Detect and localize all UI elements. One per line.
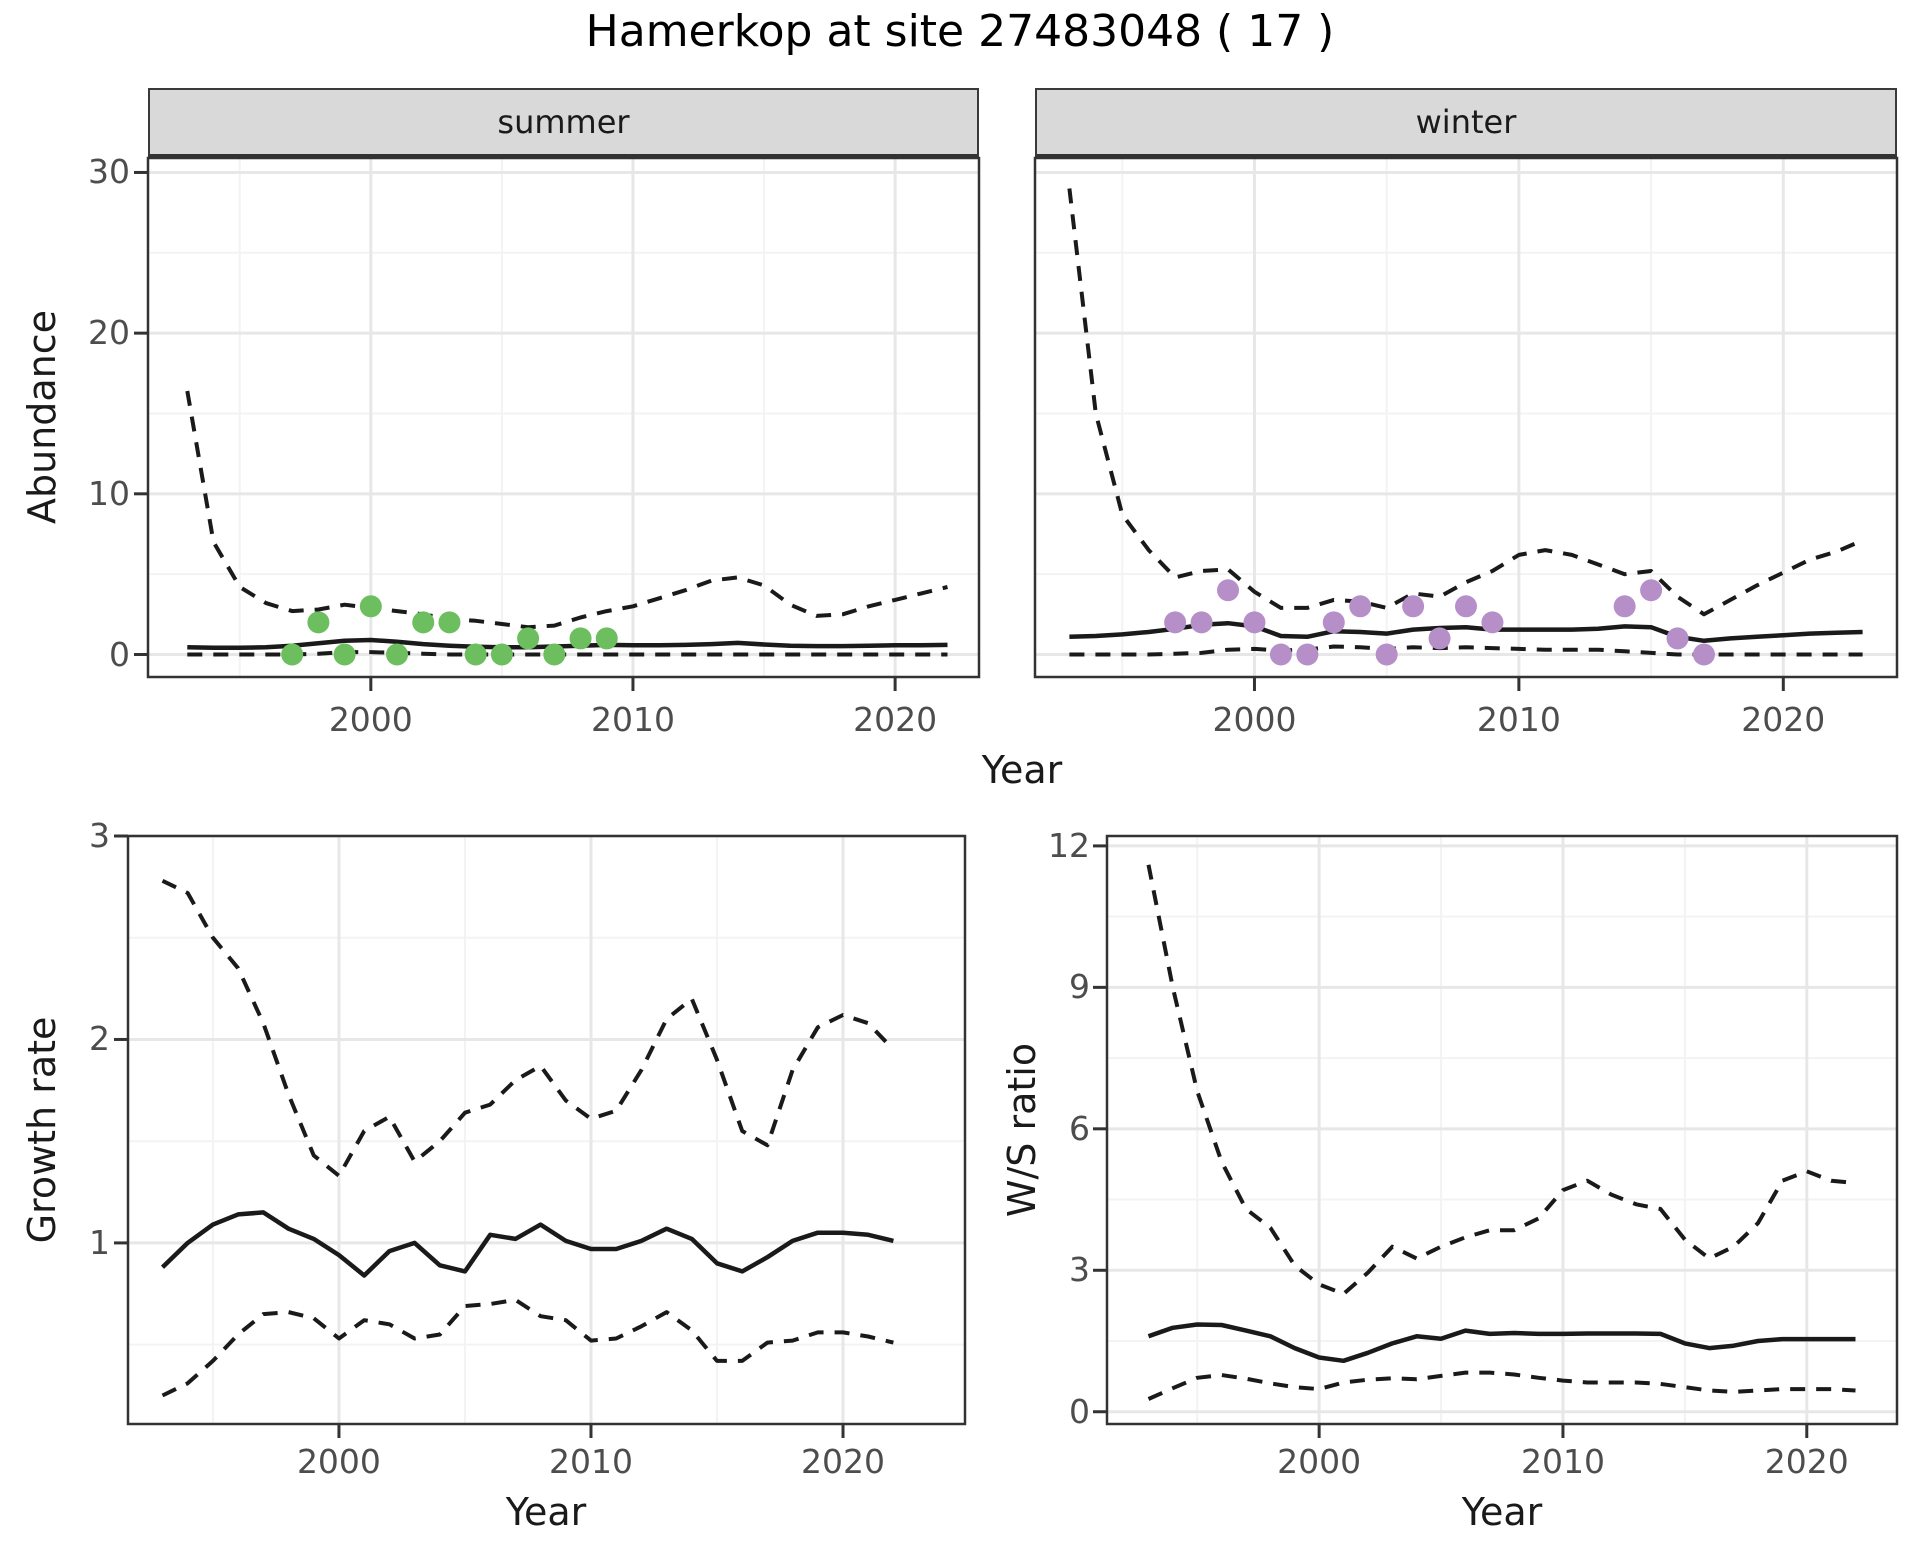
- abundance-winter-observed-point: [1613, 595, 1636, 618]
- abundance-winter-lower_ci-line: [1069, 644, 1863, 657]
- abundance-winter-observed-point: [1296, 643, 1319, 666]
- abundance-winter-observed-point: [1269, 643, 1292, 666]
- facet-strip-winter-label: winter: [1415, 103, 1517, 141]
- abundance-winter-upper_ci-line: [1067, 188, 1864, 617]
- x-tick-label: 2020: [1741, 700, 1826, 739]
- abundance-winter-observed-point: [1190, 611, 1213, 634]
- page-title: Hamerkop at site 27483048 ( 17 ): [585, 6, 1335, 57]
- abundance-summer-observed-point: [307, 611, 330, 634]
- abundance-summer-upper_ci-line: [185, 390, 948, 630]
- abundance-summer-observed-point: [464, 643, 487, 666]
- x-axis-title-year-growth: Year: [505, 1490, 587, 1534]
- growth-rate-lower_ci-line: [161, 1297, 894, 1398]
- abundance-summer-observed-point: [359, 595, 382, 618]
- growth-rate-median-line: [160, 1210, 894, 1278]
- y-tick-label: 0: [109, 634, 130, 674]
- abundance-winter-observed-point: [1455, 595, 1477, 618]
- abundance-winter-observed-point: [1481, 611, 1504, 634]
- y-tick-label: 30: [88, 152, 130, 192]
- abundance-summer-observed-point: [595, 627, 618, 650]
- abundance-winter-observed-point: [1640, 579, 1663, 602]
- x-tick-label: 2000: [1212, 700, 1297, 739]
- x-tick-label: 2000: [296, 1442, 381, 1481]
- x-tick-label: 2020: [801, 1442, 885, 1481]
- y-tick-label: 20: [88, 313, 130, 353]
- abundance-winter-observed-point: [1428, 627, 1451, 650]
- abundance-summer-observed-point: [490, 643, 513, 666]
- abundance-summer-lower_ci-line: [187, 650, 948, 657]
- abundance-summer-observed-point: [281, 643, 304, 666]
- abundance-winter-observed-point: [1217, 579, 1240, 602]
- ws-ratio-median-line: [1147, 1322, 1856, 1364]
- y-tick-label: 9: [1069, 967, 1090, 1007]
- x-tick-label: 2020: [1764, 1442, 1849, 1481]
- x-tick-label: 2010: [1520, 1442, 1605, 1481]
- facet-strip-winter: winter: [1035, 88, 1897, 158]
- y-tick-label: 0: [1069, 1391, 1090, 1431]
- abundance-summer-median-line: [187, 637, 948, 651]
- panel-abundance-summer: [134, 156, 981, 691]
- facet-strip-summer: summer: [148, 88, 979, 158]
- abundance-winter-observed-point: [1375, 643, 1398, 666]
- abundance-summer-observed-point: [412, 611, 435, 634]
- y-tick-label: 3: [1069, 1250, 1090, 1290]
- y-tick-label: 12: [1048, 825, 1090, 865]
- abundance-winter-observed-point: [1164, 611, 1187, 634]
- x-tick-label: 2010: [1476, 700, 1561, 739]
- x-tick-label: 2020: [853, 700, 938, 739]
- abundance-summer-observed-point: [438, 611, 461, 634]
- abundance-summer-observed-point: [517, 627, 540, 650]
- panel-growth-rate: [114, 834, 967, 1438]
- x-axis-title-year-top: Year: [981, 748, 1063, 792]
- abundance-summer-observed-point: [543, 643, 566, 666]
- facet-strip-summer-label: summer: [497, 103, 630, 141]
- abundance-winter-observed-point: [1349, 595, 1372, 618]
- abundance-winter-observed-point: [1243, 611, 1266, 634]
- abundance-winter-observed-point: [1402, 595, 1425, 618]
- y-tick-label: 1: [89, 1222, 110, 1262]
- abundance-winter-observed-point: [1322, 611, 1345, 634]
- y-tick-label: 2: [89, 1019, 110, 1059]
- abundance-winter-observed-point: [1666, 627, 1689, 650]
- abundance-summer-observed-point: [386, 643, 409, 666]
- x-tick-label: 2010: [548, 1442, 633, 1481]
- panel-abundance-winter: [1033, 156, 1899, 691]
- abundance-summer-observed-point: [333, 643, 356, 666]
- x-axis-title-year-ws: Year: [1461, 1490, 1543, 1534]
- panel-ws-ratio: [1093, 834, 1899, 1438]
- ws-ratio-upper_ci-line: [1146, 864, 1856, 1296]
- x-tick-label: 2000: [1277, 1442, 1362, 1481]
- abundance-summer-observed-point: [569, 627, 592, 650]
- abundance-winter-observed-point: [1692, 643, 1715, 666]
- x-tick-label: 2000: [328, 700, 413, 739]
- y-tick-label: 10: [88, 473, 130, 513]
- growth-rate-upper_ci-line: [161, 878, 895, 1178]
- x-tick-label: 2010: [590, 700, 675, 739]
- y-tick-label: 3: [89, 816, 110, 855]
- y-tick-label: 6: [1069, 1108, 1090, 1148]
